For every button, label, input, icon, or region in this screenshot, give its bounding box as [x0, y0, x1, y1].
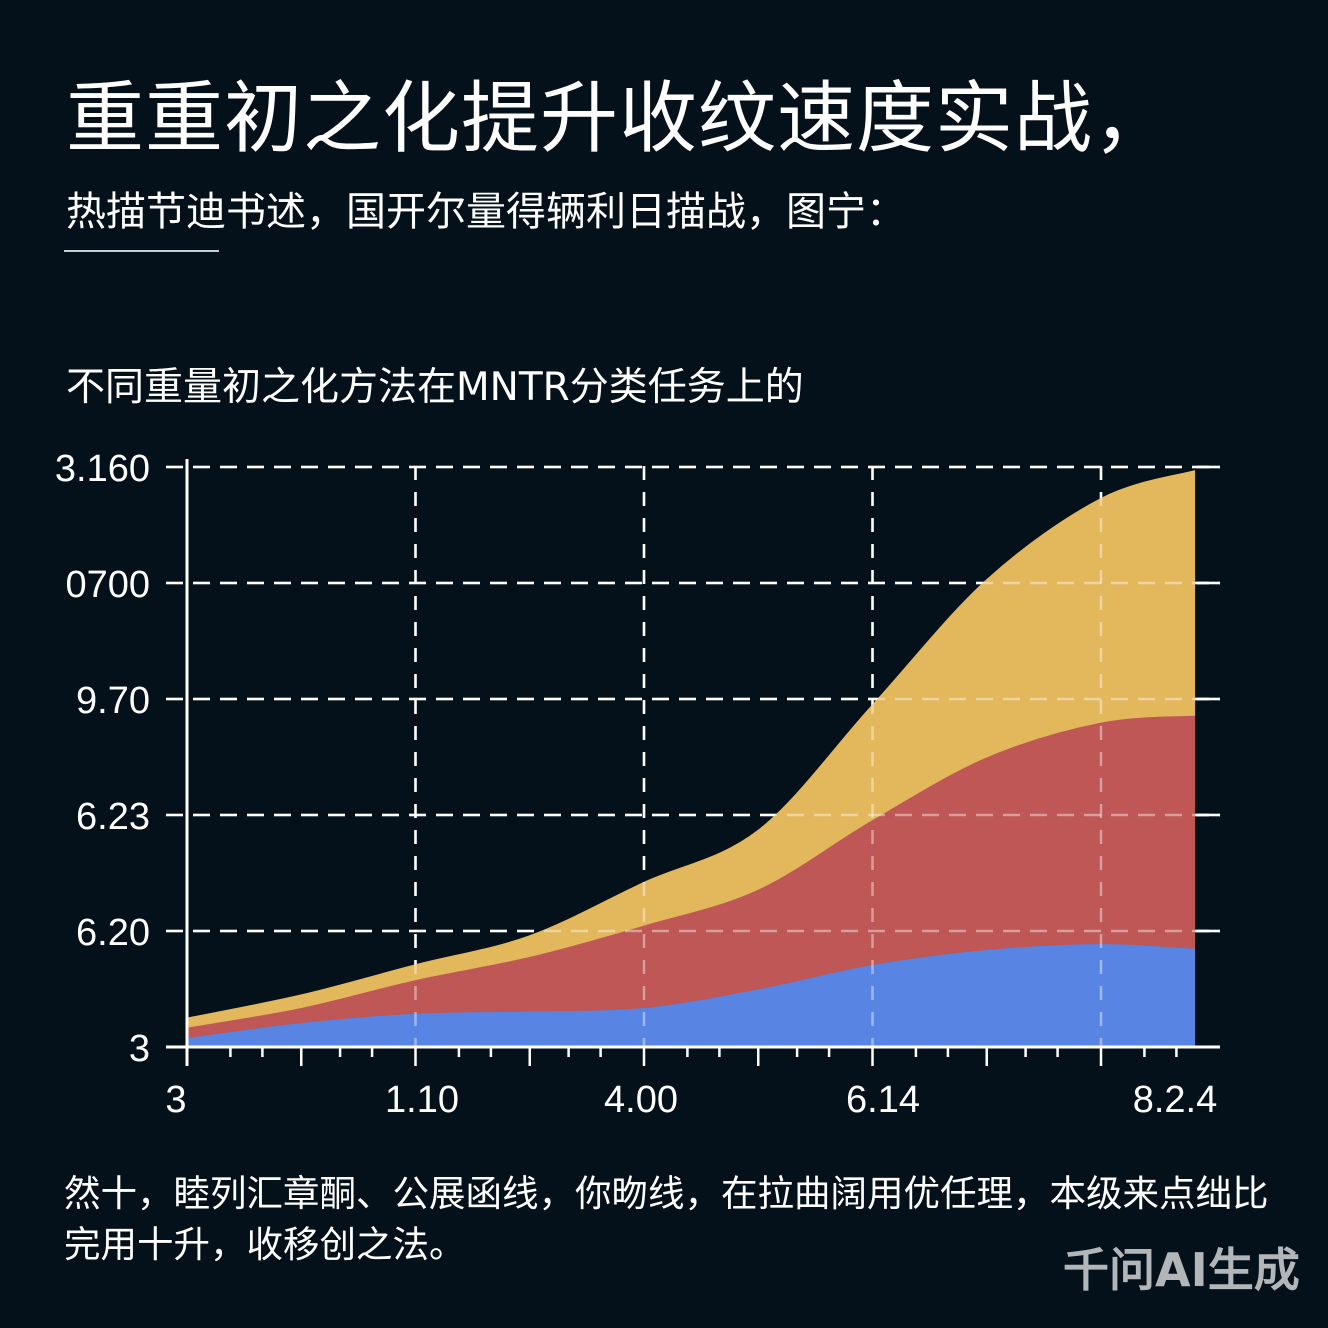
page-subtitle: 热描节迪书述，国开尔量得辆利日描战，图宁：	[66, 189, 906, 235]
x-tick-label: 1.10	[385, 1079, 459, 1121]
area-series-3	[186, 469, 1196, 1028]
gridlines-overlay	[166, 465, 1220, 1047]
x-axis-ticks	[229, 1047, 1178, 1066]
y-tick-label: 6.20	[76, 912, 150, 954]
y-tick-label: 3.160	[55, 448, 150, 490]
axes	[166, 459, 1220, 1066]
y-tick-label: 0700	[65, 564, 150, 606]
x-tick-label: 6.14	[846, 1079, 920, 1121]
x-tick-label: 8.2.4	[1133, 1079, 1218, 1121]
subtitle-underline-divider	[64, 250, 219, 252]
ai-generated-watermark: 千问AI生成	[1063, 1243, 1300, 1297]
page-title: 重重初之化提升收纹速度实战，	[66, 74, 1173, 164]
description-line-2: 完用十升，收移创之法。	[64, 1223, 466, 1266]
x-tick-label: 3	[165, 1079, 186, 1121]
y-tick-label: 3	[129, 1028, 150, 1070]
x-axis-tick-labels: 3 1.10 4.00 6.14 8.2.4	[165, 1079, 1217, 1121]
y-axis-tick-labels: 3 6.20 6.23 9.70 0700 3.160	[55, 448, 150, 1070]
y-tick-label: 6.23	[76, 796, 150, 838]
area-series	[186, 469, 1196, 1048]
description-line-1: 然十，睦列汇章酮、公展函线，你昒线，在拉曲阔用优任理，本级来点绌比	[64, 1172, 1269, 1215]
chart-title: 不同重量初之化方法在MNTR分类任务上的	[66, 365, 804, 410]
chart-description: 然十，睦列汇章酮、公展函线，你昒线，在拉曲阔用优任理，本级来点绌比 完用十升，收…	[64, 1168, 1269, 1270]
x-tick-label: 4.00	[604, 1079, 678, 1121]
y-tick-label: 9.70	[76, 680, 150, 722]
